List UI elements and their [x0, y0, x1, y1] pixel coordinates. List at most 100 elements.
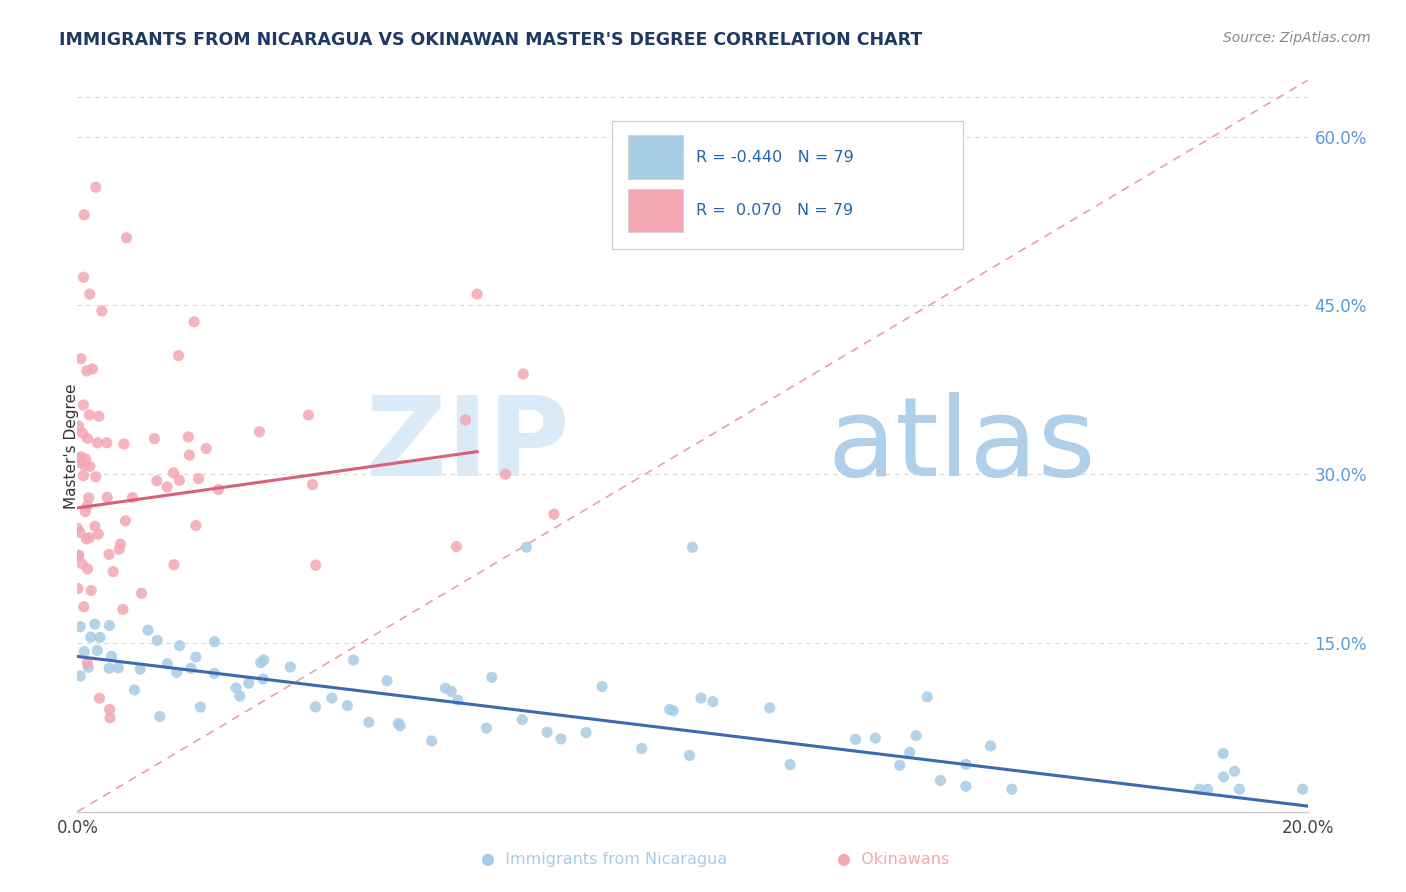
Point	[184, 518, 207, 533]
Point	[76, 562, 98, 576]
Point	[75, 452, 97, 467]
Point	[79, 459, 101, 474]
Bar	[628, 188, 683, 233]
Point	[889, 758, 911, 772]
Point	[187, 471, 209, 485]
Point	[67, 419, 90, 434]
Point	[70, 351, 93, 366]
Point	[69, 620, 91, 634]
Point	[195, 442, 218, 456]
Point	[229, 689, 252, 703]
Point	[136, 624, 159, 638]
Point	[1223, 764, 1246, 779]
Point	[1188, 782, 1211, 797]
Point	[180, 661, 202, 675]
Point	[66, 451, 89, 466]
Point	[69, 455, 91, 469]
Point	[202, 666, 225, 681]
Point	[129, 662, 152, 676]
Point	[146, 474, 169, 488]
Point	[249, 656, 271, 670]
Point	[73, 645, 96, 659]
Point	[662, 704, 685, 718]
Point	[188, 700, 211, 714]
Point	[465, 287, 488, 301]
Text: IMMIGRANTS FROM NICARAGUA VS OKINAWAN MASTER'S DEGREE CORRELATION CHART: IMMIGRANTS FROM NICARAGUA VS OKINAWAN MA…	[59, 31, 922, 49]
Point	[121, 491, 143, 505]
Point	[72, 398, 94, 412]
Point	[167, 349, 190, 363]
Point	[77, 660, 100, 674]
Point	[89, 691, 111, 706]
Point	[225, 681, 247, 695]
Point	[929, 773, 952, 788]
Point	[103, 565, 125, 579]
Point	[184, 650, 207, 665]
Point	[79, 531, 101, 545]
Point	[146, 633, 169, 648]
Point	[143, 432, 166, 446]
Point	[898, 745, 921, 759]
Text: Source: ZipAtlas.com: Source: ZipAtlas.com	[1223, 31, 1371, 45]
Point	[252, 672, 274, 686]
Point	[84, 180, 107, 194]
Point	[115, 231, 138, 245]
Point	[82, 362, 104, 376]
Point	[77, 491, 100, 505]
Point	[73, 599, 96, 614]
Point	[494, 467, 516, 482]
Point	[1212, 747, 1234, 761]
Point	[979, 739, 1001, 753]
Point	[76, 656, 98, 670]
Point	[375, 673, 398, 688]
Point	[98, 661, 121, 675]
Point	[658, 702, 681, 716]
Text: ●  Okinawans: ● Okinawans	[837, 852, 949, 867]
Point	[98, 618, 121, 632]
Point	[75, 505, 97, 519]
Point	[76, 532, 98, 546]
Point	[70, 557, 93, 571]
Point	[183, 315, 205, 329]
Point	[83, 617, 105, 632]
Point	[446, 540, 468, 554]
Point	[73, 208, 96, 222]
Point	[575, 725, 598, 739]
Point	[543, 507, 565, 521]
Point	[110, 537, 132, 551]
Point	[454, 413, 477, 427]
Point	[510, 713, 533, 727]
Point	[389, 719, 412, 733]
Point	[865, 731, 887, 746]
Point	[70, 450, 93, 464]
Point	[69, 669, 91, 683]
Point	[905, 729, 928, 743]
Point	[107, 661, 129, 675]
Point	[87, 527, 110, 541]
Point	[305, 558, 328, 573]
Point	[955, 780, 977, 794]
Point	[204, 634, 226, 648]
Point	[917, 690, 939, 704]
Point	[177, 430, 200, 444]
Point	[304, 699, 326, 714]
Text: ZIP: ZIP	[366, 392, 569, 500]
Point	[591, 680, 613, 694]
Point	[72, 425, 94, 440]
Point	[1229, 782, 1251, 797]
Point	[702, 695, 724, 709]
Point	[166, 665, 188, 680]
Point	[96, 435, 118, 450]
Point	[100, 649, 122, 664]
Point	[758, 701, 780, 715]
Point	[156, 480, 179, 494]
Point	[440, 684, 463, 698]
Point	[321, 691, 343, 706]
Point	[512, 367, 534, 381]
Point	[80, 583, 103, 598]
Point	[447, 693, 470, 707]
Point	[76, 499, 98, 513]
Point	[96, 491, 118, 505]
Point	[336, 698, 359, 713]
Point	[72, 468, 94, 483]
